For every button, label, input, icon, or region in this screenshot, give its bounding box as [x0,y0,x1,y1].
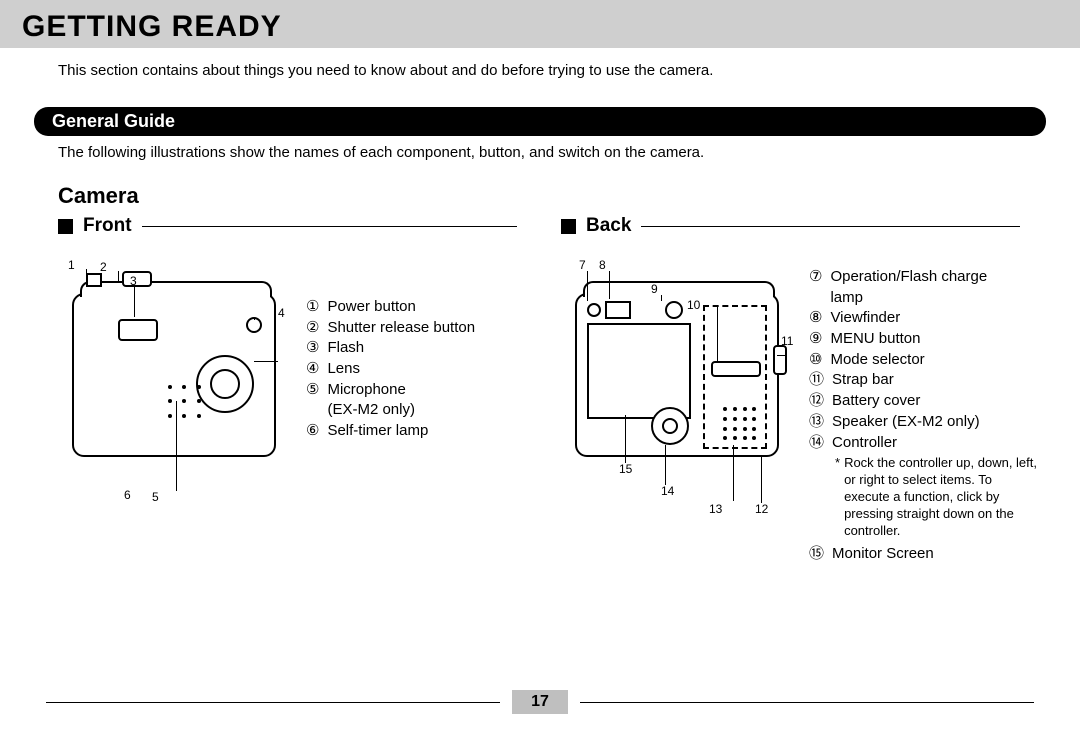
footer-rule-right [580,702,1034,703]
bullet-square-icon [561,219,576,234]
manual-page: GETTING READY This section contains abou… [0,0,1080,730]
front-legend: ①Power button ②Shutter release button ③F… [306,259,537,442]
callout-10: 10 [687,299,700,311]
back-label: Back [586,215,631,237]
callout-1: 1 [68,259,75,271]
callout-7: 7 [579,259,586,271]
page-title: GETTING READY [22,10,1058,44]
callout-2: 2 [100,261,107,273]
callout-12: 12 [755,503,768,515]
back-heading: Back [561,215,1040,237]
callout-3: 3 [130,275,137,287]
intro-text: This section contains about things you n… [0,48,1080,79]
callout-8: 8 [599,259,606,271]
callout-11: 11 [781,335,793,347]
callout-13: 13 [709,503,722,515]
callout-9: 9 [651,283,658,295]
back-rule [641,226,1020,227]
controller-note: *Rock the controller up, down, left, or … [809,453,1040,543]
page-footer: 17 [0,690,1080,714]
callout-4: 4 [278,307,285,319]
back-panel: Back [561,215,1040,564]
section-heading: Camera [0,161,1080,209]
front-heading: Front [58,215,537,237]
front-rule [142,226,517,227]
columns: Front [0,209,1080,564]
section-pill: General Guide [34,107,1046,136]
title-bar: GETTING READY [0,0,1080,48]
footer-rule-left [46,702,500,703]
callout-15: 15 [619,463,632,475]
callout-6: 6 [124,489,131,501]
callout-5: 5 [152,491,159,503]
page-number: 17 [512,690,568,714]
front-panel: Front [58,215,537,564]
section-subtitle: The following illustrations show the nam… [0,140,1080,161]
back-legend: ⑦Operation/Flash chargelamp ⑧Viewfinder … [809,259,1040,564]
front-label: Front [83,215,132,237]
back-illustration: 7 8 9 10 11 12 13 14 15 [561,259,797,539]
front-illustration: 1 2 3 4 5 6 [58,259,294,519]
callout-14: 14 [661,485,674,497]
bullet-square-icon [58,219,73,234]
